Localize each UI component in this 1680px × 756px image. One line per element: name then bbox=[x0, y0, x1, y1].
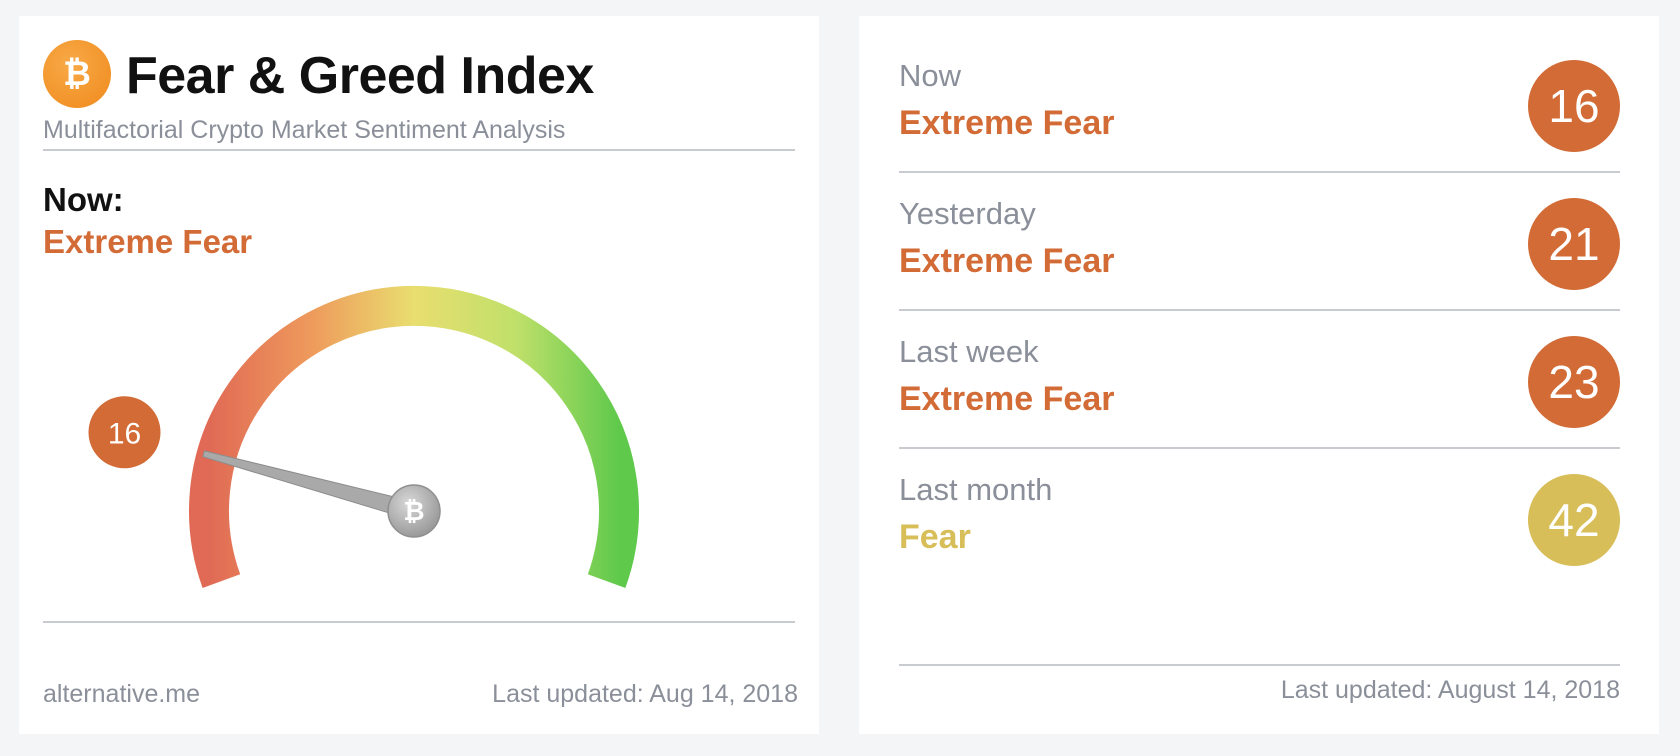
gauge-arc bbox=[189, 285, 639, 588]
history-label: Now bbox=[899, 58, 962, 93]
history-label: Last month bbox=[899, 472, 1053, 507]
now-classification: Extreme Fear bbox=[43, 223, 253, 260]
divider bbox=[899, 447, 1620, 449]
now-label: Now: bbox=[43, 181, 124, 218]
bitcoin-icon: ₿ bbox=[43, 40, 111, 108]
sentiment-gauge: ₿ 16 bbox=[88, 285, 639, 588]
divider bbox=[43, 621, 795, 623]
history-value-badge: 16 bbox=[1528, 60, 1620, 152]
page-title: Fear & Greed Index bbox=[126, 47, 594, 105]
history-row-now: Now Extreme Fear 16 bbox=[899, 16, 1620, 154]
page-subtitle: Multifactorial Crypto Market Sentiment A… bbox=[43, 116, 566, 144]
history-row-last-month: Last month Fear 42 bbox=[899, 430, 1620, 568]
site-link[interactable]: alternative.me bbox=[43, 680, 201, 708]
gauge-needle bbox=[202, 450, 418, 521]
history-label: Yesterday bbox=[899, 196, 1036, 231]
needle-hub: ₿ bbox=[387, 484, 441, 538]
history-classification: Fear bbox=[899, 518, 971, 556]
history-last-updated: Last updated: August 14, 2018 bbox=[1280, 676, 1620, 704]
history-row-last-week: Last week Extreme Fear 23 bbox=[899, 292, 1620, 430]
divider bbox=[899, 309, 1620, 311]
bitcoin-icon: ₿ bbox=[403, 497, 424, 527]
history-value-badge: 23 bbox=[1528, 336, 1620, 428]
divider bbox=[43, 149, 795, 151]
gauge-value: 16 bbox=[108, 417, 141, 450]
divider bbox=[899, 171, 1620, 173]
history-card: Now Extreme Fear 16 Yesterday Extreme Fe… bbox=[859, 16, 1659, 734]
history-value-badge: 21 bbox=[1528, 198, 1620, 290]
history-value-badge: 42 bbox=[1528, 474, 1620, 566]
history-row-yesterday: Yesterday Extreme Fear 21 bbox=[899, 154, 1620, 292]
history-label: Last week bbox=[899, 334, 1039, 369]
history-classification: Extreme Fear bbox=[899, 242, 1115, 280]
history-classification: Extreme Fear bbox=[899, 380, 1115, 418]
gauge-value-badge: 16 bbox=[88, 396, 161, 469]
fear-greed-card: ₿ Fear & Greed Index Multifactorial Cryp… bbox=[19, 16, 819, 734]
divider bbox=[899, 664, 1620, 666]
last-updated: Last updated: Aug 14, 2018 bbox=[492, 680, 798, 708]
history-classification: Extreme Fear bbox=[899, 104, 1115, 142]
